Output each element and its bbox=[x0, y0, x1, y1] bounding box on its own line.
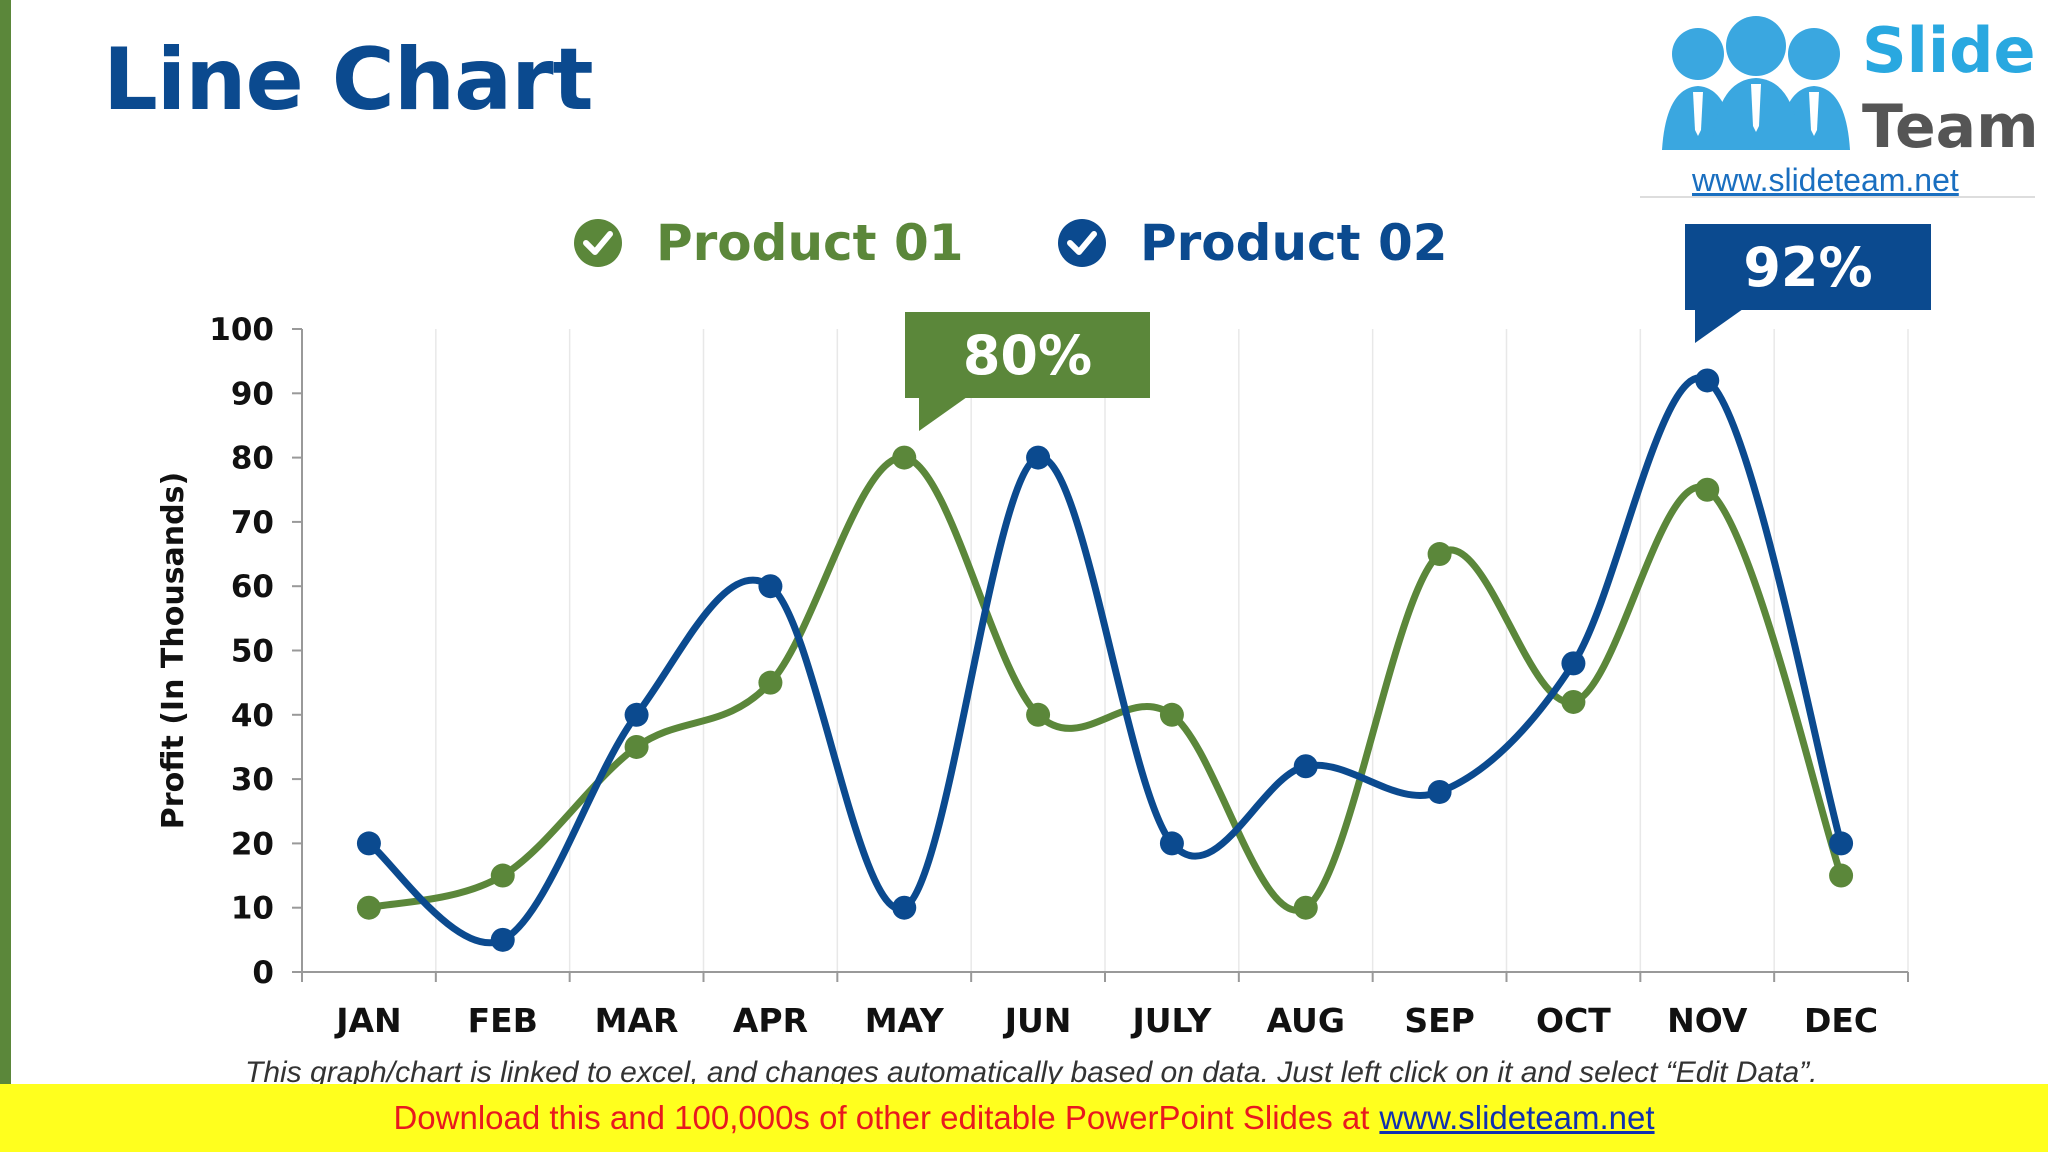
x-tick-label: JULY bbox=[1130, 1001, 1212, 1040]
x-tick-label: JAN bbox=[334, 1001, 401, 1040]
slideteam-logo[interactable]: Slide Team www.slideteam.net bbox=[1640, 0, 2048, 200]
page-title: Line Chart bbox=[103, 30, 594, 130]
series-line-1 bbox=[365, 454, 1845, 914]
y-tick-label: 80 bbox=[231, 441, 274, 477]
series-2-point bbox=[758, 574, 783, 599]
series-2-point bbox=[624, 702, 649, 727]
x-tick-label: OCT bbox=[1536, 1001, 1611, 1040]
callout-product-02-peak: 92% bbox=[1685, 224, 1931, 343]
series-1-point bbox=[356, 895, 381, 920]
x-tick-label: MAR bbox=[595, 1001, 679, 1040]
line-chart: 0 10 20 30 40 50 60 70 80 90 100 JAN FEB MAR APR MAY JUN… bbox=[156, 312, 1909, 1040]
series-1-point bbox=[1561, 689, 1586, 714]
series-2-point bbox=[1829, 831, 1854, 856]
y-tick-label: 50 bbox=[231, 634, 274, 670]
legend-item-product-01: Product 01 bbox=[574, 208, 964, 278]
series-2-point bbox=[1561, 651, 1586, 676]
series-2-point bbox=[892, 895, 917, 920]
callout-value-80: 80% bbox=[962, 323, 1093, 387]
series-2-point bbox=[356, 831, 381, 856]
y-tick-label: 100 bbox=[209, 312, 274, 348]
series-2-point bbox=[1159, 831, 1184, 856]
series-1-point bbox=[1026, 702, 1051, 727]
y-tick-label: 60 bbox=[231, 569, 274, 605]
x-tick-label: APR bbox=[733, 1001, 808, 1040]
series-2-point bbox=[490, 927, 515, 952]
x-tick-label: FEB bbox=[468, 1001, 538, 1040]
series-2-point bbox=[1026, 445, 1051, 470]
logo-brand-slide: Slide bbox=[1862, 14, 2036, 87]
banner-link[interactable]: www.slideteam.net bbox=[1379, 1099, 1655, 1136]
series-1-point bbox=[1427, 542, 1452, 567]
series-1-point bbox=[490, 863, 515, 888]
y-tick-label: 0 bbox=[252, 955, 274, 991]
y-tick-label: 20 bbox=[231, 826, 274, 862]
series-1-point bbox=[892, 445, 917, 470]
download-banner[interactable]: Download this and 100,000s of other edit… bbox=[0, 1084, 2048, 1152]
series-1-point bbox=[624, 734, 649, 759]
x-tick-label: AUG bbox=[1267, 1001, 1345, 1040]
y-tick-label: 30 bbox=[231, 762, 274, 798]
series-1-point bbox=[1293, 895, 1318, 920]
x-tick-label: MAY bbox=[865, 1001, 945, 1040]
y-tick-label: 10 bbox=[231, 891, 274, 927]
series-2-point bbox=[1695, 368, 1720, 393]
y-tick-label: 70 bbox=[231, 505, 274, 541]
banner-text: Download this and 100,000s of other edit… bbox=[393, 1099, 1370, 1136]
series-2-point bbox=[1427, 779, 1452, 804]
legend-label-product-02: Product 02 bbox=[1140, 214, 1448, 272]
check-circle-icon bbox=[1058, 219, 1106, 267]
check-circle-icon bbox=[574, 219, 622, 267]
edit-data-note: This graph/chart is linked to excel, and… bbox=[245, 1056, 1818, 1089]
logo-brand-team: Team bbox=[1862, 92, 2039, 162]
people-logo-icon bbox=[1662, 16, 1850, 150]
y-tick-label: 90 bbox=[231, 376, 274, 412]
logo-url-link[interactable]: www.slideteam.net bbox=[1692, 162, 1959, 198]
x-tick-label: NOV bbox=[1667, 1001, 1748, 1040]
y-tick-label: 40 bbox=[231, 698, 274, 734]
series-1-point bbox=[1159, 702, 1184, 727]
series-1-point bbox=[1829, 863, 1854, 888]
y-axis-label: Profit (In Thousands) bbox=[156, 472, 191, 829]
logo-divider bbox=[1640, 196, 2035, 198]
legend-item-product-02: Product 02 bbox=[1058, 208, 1448, 278]
callout-product-01-peak: 80% bbox=[905, 312, 1150, 431]
x-tick-label: DEC bbox=[1804, 1001, 1878, 1040]
left-accent-bar bbox=[0, 0, 11, 1084]
x-tick-label: JUN bbox=[1003, 1001, 1072, 1040]
series-1-point bbox=[758, 670, 783, 695]
series-1-point bbox=[1695, 477, 1720, 502]
callout-value-92: 92% bbox=[1743, 235, 1873, 299]
x-tick-label: SEP bbox=[1404, 1001, 1475, 1040]
legend-label-product-01: Product 01 bbox=[656, 214, 964, 272]
series-2-point bbox=[1293, 754, 1318, 779]
